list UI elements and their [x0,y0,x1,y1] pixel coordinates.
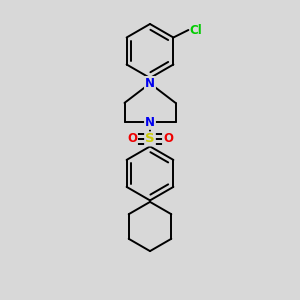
Text: Cl: Cl [189,23,202,37]
Text: S: S [145,132,155,146]
Text: O: O [127,132,137,146]
Text: N: N [145,116,155,129]
Text: O: O [163,132,173,146]
Text: N: N [145,77,155,90]
